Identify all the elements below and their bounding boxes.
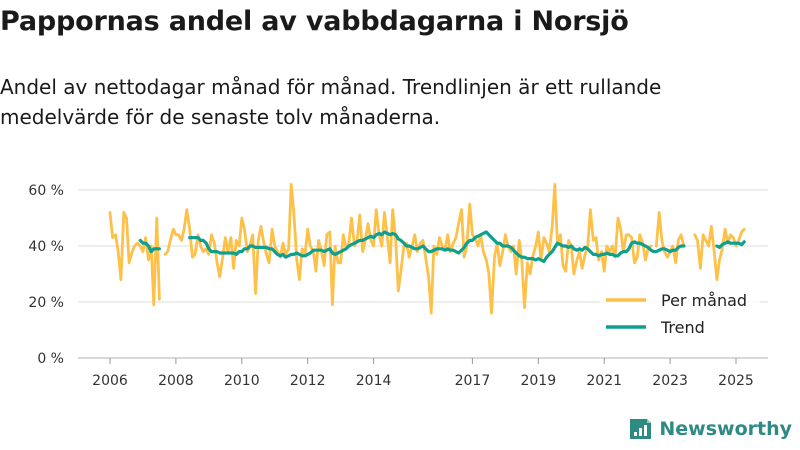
line-chart: 0 % 20 % 40 % 60 % 2006 2008 2010 2012 2014 2017 2… [28,183,768,389]
trend-line [715,240,746,249]
monthly-share-line [693,225,746,281]
newsworthy-logo-icon [630,419,652,439]
x-tick-label: 2006 [92,373,128,389]
legend-label-per-manad: Per månad [661,291,747,310]
chart-subtitle: Andel av nettodagar månad för månad. Tre… [0,75,662,129]
chart-series [108,183,746,315]
trend-line [188,230,686,263]
monthly-share-line [108,211,161,307]
x-tick-label: 2010 [224,373,260,389]
y-tick-label: 20 % [28,295,64,311]
x-tick-label: 2019 [520,373,556,389]
trend-line [138,238,161,254]
monthly-share-line [163,183,653,315]
x-tick-label: 2014 [356,373,392,389]
x-tick-label: 2008 [158,373,194,389]
page-title: Pappornas andel av vabbdagarna i Norsjö [0,6,629,37]
x-tick-label: 2025 [718,373,754,389]
axis-labels: 0 % 20 % 40 % 60 % 2006 2008 2010 2012 2014 2017 2… [28,183,753,389]
y-tick-label: 0 % [37,351,64,367]
brand-logo: Newsworthy [627,416,792,442]
brand-name: Newsworthy [659,418,792,440]
x-tick-label: 2012 [290,373,326,389]
x-tick-label: 2017 [455,373,491,389]
y-tick-label: 40 % [28,239,64,255]
legend-backdrop [600,313,760,337]
monthly-share-line [654,211,686,265]
chart-legend: Per månad Trend [600,286,760,337]
x-tick-label: 2021 [586,373,622,389]
y-tick-label: 60 % [28,183,64,199]
legend-label-trend: Trend [660,318,705,337]
legend-backdrop [600,286,760,310]
x-tick-label: 2023 [652,373,688,389]
